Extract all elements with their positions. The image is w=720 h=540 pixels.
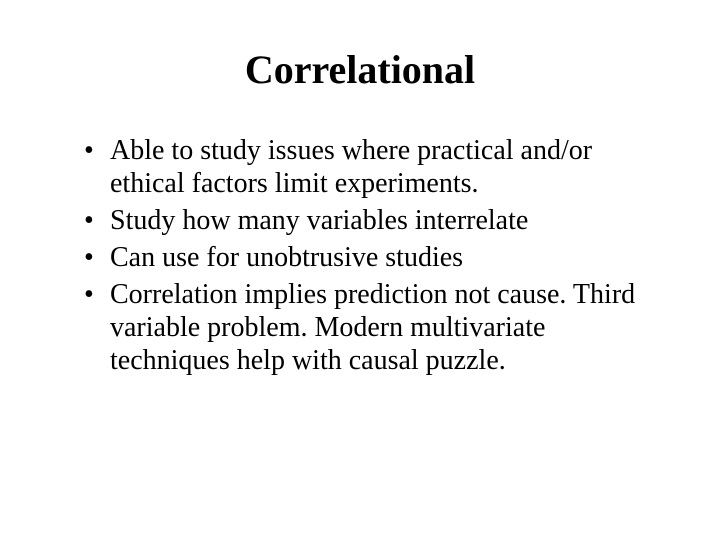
list-item: Able to study issues where practical and… bbox=[84, 134, 650, 200]
bullet-list: Able to study issues where practical and… bbox=[60, 134, 660, 377]
slide: Correlational Able to study issues where… bbox=[0, 0, 720, 540]
slide-title: Correlational bbox=[60, 48, 660, 92]
list-item: Study how many variables interrelate bbox=[84, 204, 650, 237]
list-item: Correlation implies prediction not cause… bbox=[84, 278, 650, 377]
list-item: Can use for unobtrusive studies bbox=[84, 241, 650, 274]
